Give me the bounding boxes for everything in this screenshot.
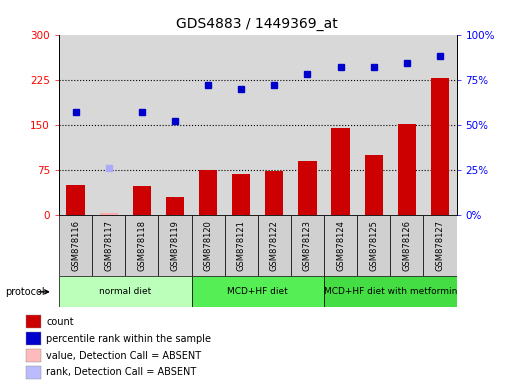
Bar xyxy=(166,197,184,215)
Text: percentile rank within the sample: percentile rank within the sample xyxy=(46,334,211,344)
Bar xyxy=(159,215,191,276)
Text: GSM878122: GSM878122 xyxy=(270,220,279,271)
Text: GSM878116: GSM878116 xyxy=(71,220,80,271)
Bar xyxy=(324,276,457,307)
Bar xyxy=(423,215,457,276)
Text: GSM878118: GSM878118 xyxy=(137,220,146,271)
Bar xyxy=(26,332,41,345)
Text: GSM878127: GSM878127 xyxy=(436,220,444,271)
Text: GSM878121: GSM878121 xyxy=(236,220,246,271)
Text: GDS4883 / 1449369_at: GDS4883 / 1449369_at xyxy=(175,17,338,31)
Bar xyxy=(225,215,258,276)
Bar xyxy=(431,78,449,215)
Bar xyxy=(398,124,416,215)
Bar xyxy=(125,215,159,276)
Bar xyxy=(59,276,191,307)
Bar xyxy=(390,215,423,276)
Bar xyxy=(265,171,284,215)
Text: MCD+HF diet with metformin: MCD+HF diet with metformin xyxy=(324,287,457,296)
Bar xyxy=(365,155,383,215)
Text: GSM878126: GSM878126 xyxy=(402,220,411,271)
Text: count: count xyxy=(46,317,74,327)
Text: GSM878117: GSM878117 xyxy=(104,220,113,271)
Text: MCD+HF diet: MCD+HF diet xyxy=(227,287,288,296)
Bar xyxy=(26,349,41,362)
Text: GSM878123: GSM878123 xyxy=(303,220,312,271)
Bar xyxy=(232,174,250,215)
Text: GSM878119: GSM878119 xyxy=(170,220,180,271)
Bar xyxy=(258,215,291,276)
Bar xyxy=(133,186,151,215)
Text: normal diet: normal diet xyxy=(99,287,151,296)
Bar xyxy=(291,215,324,276)
Bar xyxy=(331,128,350,215)
Bar xyxy=(199,170,217,215)
Bar xyxy=(67,185,85,215)
Bar xyxy=(299,161,317,215)
Bar xyxy=(26,315,41,328)
Text: protocol: protocol xyxy=(5,287,45,297)
Bar xyxy=(191,276,324,307)
Text: GSM878124: GSM878124 xyxy=(336,220,345,271)
Bar xyxy=(26,366,41,379)
Bar xyxy=(100,213,118,215)
Bar xyxy=(324,215,357,276)
Text: GSM878120: GSM878120 xyxy=(204,220,212,271)
Text: rank, Detection Call = ABSENT: rank, Detection Call = ABSENT xyxy=(46,367,196,377)
Bar xyxy=(59,215,92,276)
Bar xyxy=(357,215,390,276)
Bar xyxy=(191,215,225,276)
Text: value, Detection Call = ABSENT: value, Detection Call = ABSENT xyxy=(46,351,201,361)
Bar xyxy=(92,215,125,276)
Text: GSM878125: GSM878125 xyxy=(369,220,378,271)
